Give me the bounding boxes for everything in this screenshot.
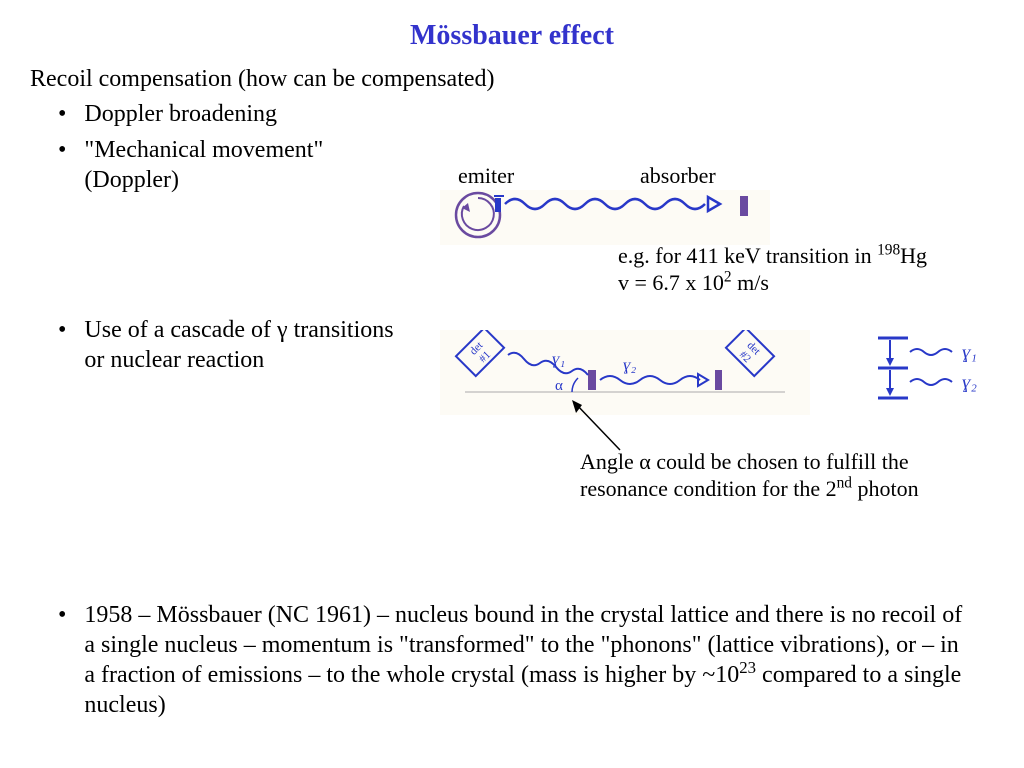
label-emiter: emiter	[458, 163, 514, 189]
svg-text:ɣ₂: ɣ₂	[962, 372, 977, 392]
bullet-text-line2: or nuclear reaction	[84, 347, 264, 373]
pointer-arrow	[560, 395, 640, 455]
svg-text:ɣ₂: ɣ₂	[623, 357, 637, 374]
sup-2: 2	[724, 269, 732, 286]
bullet-marker: •	[58, 315, 66, 345]
caption-text-v: v = 6.7 x 10	[618, 270, 724, 295]
caption-line2b: photon	[852, 476, 919, 501]
caption-hg-example: e.g. for 411 keV transition in 198Hg v =…	[618, 242, 1018, 296]
bullet-4: • 1958 – Mössbauer (NC 1961) – nucleus b…	[0, 600, 1024, 720]
svg-text:α: α	[555, 378, 563, 394]
bullet-marker: •	[58, 99, 66, 129]
caption-line1: Angle α could be chosen to fulfill the	[580, 449, 909, 474]
svg-text:ɣ₁: ɣ₁	[552, 351, 565, 368]
bullet-text: Use of a cascade of γ transitions or nuc…	[84, 315, 393, 375]
bullet-marker: •	[58, 135, 66, 165]
caption-angle-alpha: Angle α could be chosen to fulfill the r…	[580, 448, 1000, 502]
diagram-emitter-absorber	[440, 190, 770, 245]
svg-text:ɣ₁: ɣ₁	[962, 342, 977, 362]
bullet-text-line1: "Mechanical movement"	[84, 137, 323, 163]
bullet-marker: •	[58, 600, 66, 630]
bullet-text-line1: Use of a cascade of γ transitions	[84, 317, 393, 343]
label-absorber: absorber	[640, 163, 716, 189]
diagram-energy-levels: ɣ₁ ɣ₂	[870, 330, 1010, 410]
bullet-text: "Mechanical movement" (Doppler)	[84, 135, 323, 195]
caption-text-hg: Hg	[900, 243, 927, 268]
slide-subtitle: Recoil compensation (how can be compensa…	[0, 52, 1024, 93]
bullet-text: 1958 – Mössbauer (NC 1961) – nucleus bou…	[84, 600, 964, 720]
caption-text: e.g. for 411 keV transition in	[618, 243, 877, 268]
sup-198: 198	[877, 242, 900, 259]
caption-line2a: resonance condition for the 2	[580, 476, 837, 501]
sup-nd: nd	[837, 475, 852, 492]
bullet-1: • Doppler broadening	[0, 99, 1024, 129]
slide-title: Mössbauer effect	[0, 0, 1024, 52]
sup-23: 23	[739, 658, 756, 677]
bullet-text: Doppler broadening	[84, 99, 277, 129]
caption-text-ms: m/s	[732, 270, 769, 295]
bullet-text-line2: (Doppler)	[84, 167, 179, 193]
